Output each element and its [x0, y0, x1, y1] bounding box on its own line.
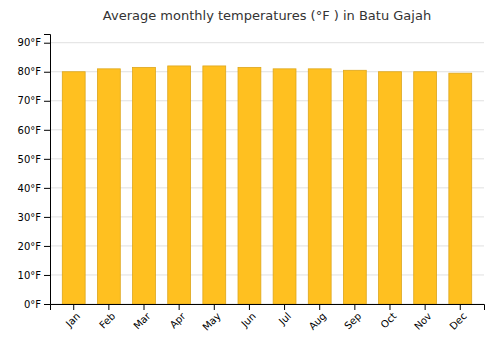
bar: [133, 67, 156, 304]
x-tick-mark: [319, 304, 320, 310]
y-tick: 60°F: [18, 125, 50, 136]
y-tick-label: 60°F: [18, 125, 42, 136]
bar: [97, 69, 120, 304]
bar: [168, 66, 191, 304]
x-tick-label: Jul: [276, 310, 293, 327]
x-tick-label: Nov: [412, 310, 434, 332]
x-tick: Dec: [447, 304, 468, 332]
x-tick: Aug: [307, 304, 329, 332]
grid: [50, 43, 484, 304]
y-tick-mark: [44, 72, 50, 73]
x-tick-label: Dec: [447, 310, 468, 331]
x-axis-line: [51, 305, 485, 311]
y-tick-mark: [44, 43, 50, 44]
y-tick: 0°F: [24, 299, 50, 310]
y-tick-mark: [44, 304, 50, 305]
bar: [449, 73, 472, 304]
bar: [414, 72, 437, 304]
y-tick: 10°F: [18, 270, 50, 281]
x-axis: Jan Feb Mar Apr May Jun Jul Aug Sep Oct Nov Dec: [51, 304, 485, 333]
x-tick-mark: [73, 304, 74, 310]
bar: [308, 69, 331, 304]
x-tick-mark: [354, 304, 355, 310]
y-tick-label: 40°F: [18, 183, 42, 194]
y-tick: 50°F: [18, 154, 50, 165]
y-tick-mark: [44, 130, 50, 131]
y-tick: 40°F: [18, 183, 50, 194]
x-tick-label: Jun: [238, 310, 258, 330]
y-tick: 20°F: [18, 241, 50, 252]
x-tick: Feb: [97, 304, 117, 331]
y-tick-mark: [44, 275, 50, 276]
x-tick: Apr: [168, 304, 189, 330]
chart: 0°F 10°F 20°F 30°F 40°F 50°F 60°F 70°F 80°F 90°F J…: [0, 0, 500, 350]
x-tick: Jan: [63, 304, 82, 330]
y-tick: 30°F: [18, 212, 50, 223]
bars: [62, 66, 471, 304]
x-tick-label: Aug: [307, 310, 329, 332]
x-tick-mark: [249, 304, 250, 310]
x-tick-label: Apr: [168, 310, 189, 331]
plot: 0°F 10°F 20°F 30°F 40°F 50°F 60°F 70°F 80°F 90°F J…: [18, 35, 485, 333]
y-tick-label: 80°F: [18, 66, 42, 77]
x-tick: Jul: [276, 304, 293, 327]
y-tick-mark: [44, 246, 50, 247]
y-tick-mark: [44, 217, 50, 218]
x-tick-mark: [425, 304, 426, 310]
y-tick-label: 30°F: [18, 212, 42, 223]
y-tick-label: 50°F: [18, 154, 42, 165]
y-tick-label: 10°F: [18, 270, 42, 281]
x-tick: Nov: [412, 304, 434, 332]
y-tick-label: 70°F: [18, 95, 42, 106]
x-tick-mark: [144, 304, 145, 310]
bar: [273, 69, 296, 304]
y-axis-line: [44, 35, 51, 305]
y-tick-mark: [44, 101, 50, 102]
x-tick-label: Mar: [131, 310, 153, 332]
y-tick-label: 90°F: [18, 37, 42, 48]
x-tick-mark: [389, 304, 390, 310]
y-tick-label: 0°F: [24, 299, 41, 310]
x-tick: Oct: [378, 304, 398, 330]
bar: [238, 67, 261, 304]
y-tick: 70°F: [18, 95, 50, 106]
x-tick: Jun: [238, 304, 258, 330]
x-tick-label: Sep: [342, 310, 363, 331]
y-tick: 80°F: [18, 66, 50, 77]
bar: [203, 66, 226, 304]
bar: [343, 70, 366, 304]
y-tick-mark: [44, 188, 50, 189]
x-tick-label: Oct: [378, 310, 398, 330]
x-tick-mark: [284, 304, 285, 310]
x-tick-label: May: [200, 310, 222, 332]
x-tick-label: Jan: [63, 310, 82, 329]
y-tick-mark: [44, 159, 50, 160]
x-tick: Mar: [131, 304, 153, 331]
x-tick: Sep: [342, 304, 363, 331]
y-tick-label: 20°F: [18, 241, 42, 252]
grid-line: [50, 42, 484, 43]
bar: [62, 72, 85, 304]
title: Average monthly temperatures (°F ) in Ba…: [103, 8, 431, 23]
x-tick-mark: [460, 304, 461, 310]
x-tick-mark: [108, 304, 109, 310]
x-tick-label: Feb: [97, 310, 117, 330]
x-tick: May: [200, 304, 222, 333]
bar: [379, 72, 402, 304]
y-axis: 0°F 10°F 20°F 30°F 40°F 50°F 60°F 70°F 80°F 90°F: [18, 35, 51, 310]
y-tick: 90°F: [18, 37, 50, 48]
x-tick-mark: [214, 304, 215, 310]
x-tick-mark: [179, 304, 180, 310]
